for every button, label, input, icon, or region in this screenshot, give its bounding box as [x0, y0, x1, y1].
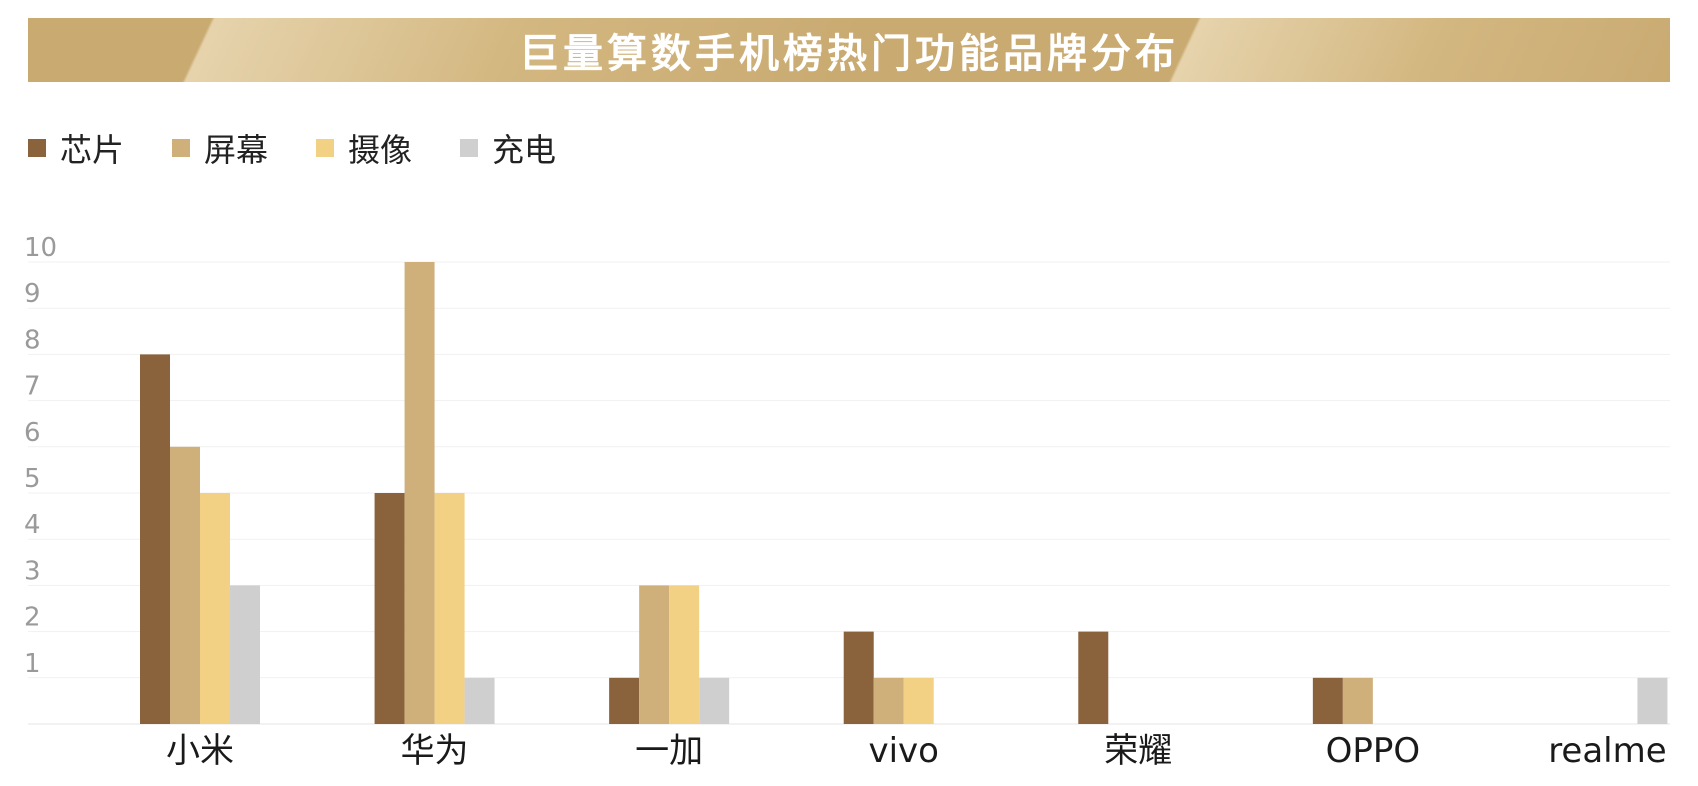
chart-title: 巨量算数手机榜热门功能品牌分布 — [519, 31, 1179, 77]
bar — [464, 677, 495, 724]
legend-item-screen: 屏幕 — [172, 125, 268, 171]
bar — [374, 493, 405, 724]
bar — [609, 677, 640, 724]
x-category-label: realme — [1548, 731, 1666, 771]
title-banner: 巨量算数手机榜热门功能品牌分布 — [28, 18, 1670, 82]
y-tick-label: 10 — [24, 233, 57, 263]
legend-label-charging: 充电 — [492, 131, 557, 169]
bar — [1078, 631, 1109, 724]
y-tick-label: 7 — [24, 372, 41, 402]
x-category-label: 一加 — [635, 731, 703, 771]
bar — [1342, 677, 1373, 724]
x-category-label: 小米 — [166, 731, 234, 771]
bar — [230, 585, 260, 724]
legend-swatch-charging — [460, 139, 479, 157]
legend-label-screen: 屏幕 — [204, 131, 269, 169]
bar — [873, 677, 904, 724]
bar — [200, 493, 230, 724]
legend-swatch-chip — [28, 139, 46, 157]
legend-item-camera: 摄像 — [316, 125, 412, 171]
bar — [843, 631, 874, 724]
legend-label-camera: 摄像 — [348, 131, 413, 169]
legend-label-chip: 芯片 — [60, 131, 125, 169]
y-tick-label: 9 — [24, 279, 41, 309]
bar — [1637, 677, 1668, 724]
y-tick-label: 5 — [24, 464, 41, 494]
bar — [140, 354, 170, 724]
bar — [903, 677, 934, 724]
legend: 芯片 屏幕 摄像 充电 — [28, 124, 604, 172]
bar — [170, 446, 200, 724]
bar — [639, 585, 670, 724]
legend-item-chip: 芯片 — [28, 125, 124, 171]
x-category-label: vivo — [868, 731, 939, 771]
bar — [1312, 677, 1343, 724]
y-tick-label: 4 — [24, 510, 41, 540]
legend-item-charging: 充电 — [460, 125, 556, 171]
y-tick-label: 8 — [24, 325, 41, 355]
bar — [404, 262, 435, 724]
legend-swatch-screen — [172, 139, 191, 157]
bar — [699, 677, 730, 724]
x-category-label: 华为 — [401, 731, 469, 771]
y-tick-label: 1 — [24, 649, 41, 679]
bar — [434, 493, 465, 724]
y-tick-label: 2 — [24, 603, 41, 633]
x-category-label: OPPO — [1326, 731, 1421, 771]
y-tick-label: 3 — [24, 556, 41, 586]
bar — [669, 585, 700, 724]
legend-swatch-camera — [316, 139, 335, 157]
y-tick-label: 6 — [24, 418, 41, 448]
x-category-label: 荣耀 — [1104, 731, 1172, 771]
